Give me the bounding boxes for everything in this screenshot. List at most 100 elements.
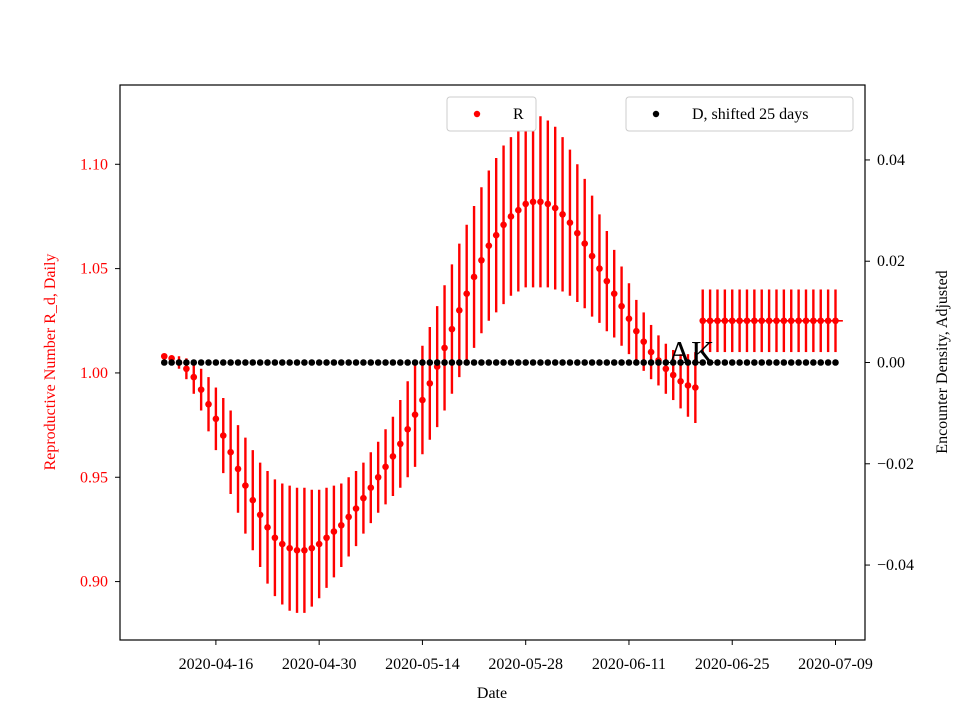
r-point [323,534,330,542]
d-point [832,359,839,366]
d-point [492,359,500,366]
annotation-label: AK [668,334,714,370]
d-point [389,359,397,366]
d-point [426,359,434,366]
right-tick-label: 0.02 [877,253,905,270]
d-point [345,359,352,366]
d-point [588,359,596,366]
d-point [315,359,323,366]
r-point [610,290,618,297]
d-point [692,359,699,366]
d-point [706,359,714,366]
d-point [337,359,345,366]
d-series [160,359,839,366]
r-point [293,546,301,554]
r-point [478,256,485,264]
r-point [684,382,692,389]
d-point [286,359,293,366]
r-point [795,317,802,325]
d-point [271,359,279,366]
d-point [610,359,618,366]
d-point [433,359,441,366]
r-point [242,482,249,489]
d-point [507,359,515,366]
r-point [441,344,448,352]
r-point [802,317,810,325]
d-point [330,359,338,366]
r-point [559,211,566,218]
d-point [699,359,707,366]
r-point [301,546,308,554]
right-tick-label: 0.04 [877,152,905,169]
d-point [441,359,448,366]
r-point [780,317,788,325]
d-point [669,359,677,366]
r-point [419,396,426,404]
x-axis-ticks: 2020-04-16 2020-04-30 2020-05-14 2020-05-28… [179,640,873,673]
r-point [529,198,537,206]
r-point [278,540,286,548]
r-point [537,198,544,206]
d-point [374,359,382,366]
x-tick-label: 2020-04-30 [282,656,357,673]
d-point [522,359,529,366]
d-point [721,359,729,366]
r-point [500,221,507,229]
d-point [662,359,670,366]
d-point [360,359,367,366]
r-point [256,511,264,519]
r-point [197,386,205,393]
d-point [655,359,662,366]
d-point [500,359,507,366]
right-tick-label: 0.00 [877,355,905,372]
x-axis-label: Date [477,685,507,702]
r-point [234,465,242,473]
d-point [618,359,625,366]
d-point [478,359,485,366]
r-point [227,448,234,456]
d-point [728,359,736,366]
d-point [183,359,190,366]
d-point [168,359,175,366]
legend-r-label: R [513,106,524,123]
r-point [470,273,478,281]
d-point [529,359,537,366]
d-point [190,359,198,366]
r-point [574,229,581,237]
r-point [367,484,375,491]
r-point [832,317,839,325]
legend-d-label: D, shifted 25 days [692,106,808,123]
d-point [817,359,825,366]
d-point [758,359,766,366]
r-point [352,505,360,512]
r-point [625,315,633,322]
r-point [603,277,611,285]
d-point [367,359,375,366]
r-point [647,348,655,356]
d-point [743,359,751,366]
d-point [485,359,493,366]
d-point [219,359,227,366]
x-tick-label: 2020-05-28 [488,656,563,673]
r-point [330,528,338,535]
d-point [205,359,212,366]
left-tick-label: 0.95 [80,469,108,486]
d-point [234,359,242,366]
r-point [315,540,323,548]
r-point [596,265,603,272]
r-point [736,317,743,325]
r-point [773,317,780,325]
r-point [404,425,411,433]
legend-r-box [446,96,537,132]
r-point [160,352,168,360]
r-point [751,317,758,325]
d-point [751,359,758,366]
r-point [190,373,198,381]
r-point [566,219,574,227]
d-point [780,359,788,366]
d-point [684,359,692,366]
r-point [758,317,766,325]
right-axis-ticks: −0.04 −0.02 0.00 0.02 0.04 [865,152,914,574]
legend-r-marker [473,110,481,118]
d-point [765,359,773,366]
